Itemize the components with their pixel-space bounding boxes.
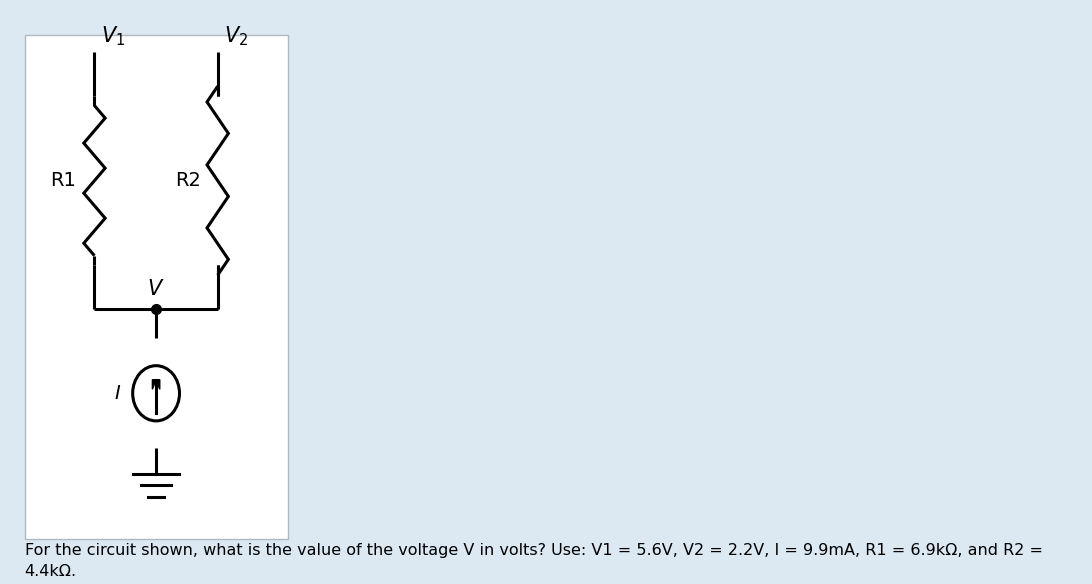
Text: $\mathit{V}_1$: $\mathit{V}_1$ <box>102 25 126 48</box>
Text: R2: R2 <box>176 171 201 190</box>
Text: For the circuit shown, what is the value of the voltage V in volts? Use: V1 = 5.: For the circuit shown, what is the value… <box>25 544 1043 579</box>
Text: $\mathit{V}_2$: $\mathit{V}_2$ <box>224 25 248 48</box>
FancyBboxPatch shape <box>25 35 287 538</box>
Text: R1: R1 <box>50 171 76 190</box>
Text: $\mathit{V}$: $\mathit{V}$ <box>147 279 165 300</box>
Text: $\mathit{I}$: $\mathit{I}$ <box>114 384 121 403</box>
FancyArrow shape <box>153 380 159 390</box>
